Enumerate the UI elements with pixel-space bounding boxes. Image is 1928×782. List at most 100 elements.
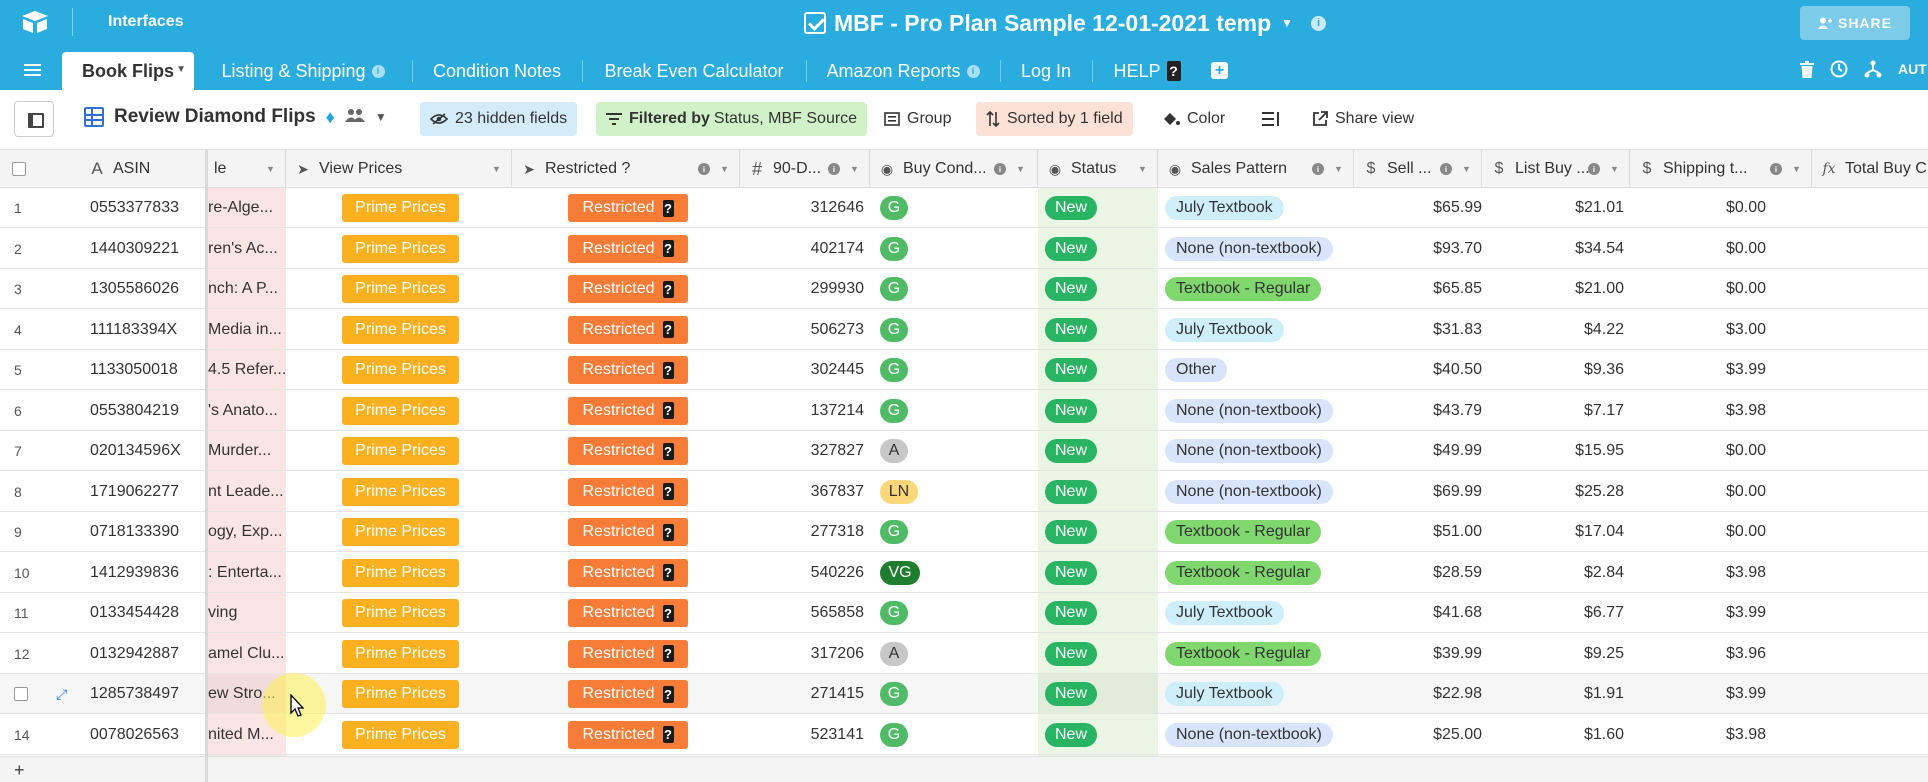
- sell-price-cell[interactable]: $43.79: [1433, 401, 1482, 419]
- title-cell[interactable]: ren's Ac...: [208, 239, 278, 257]
- asin-cell[interactable]: 1305586026: [90, 280, 179, 297]
- title-cell[interactable]: nited M...: [208, 725, 274, 743]
- list-buy-cell[interactable]: $7.17: [1583, 401, 1624, 419]
- status-cell[interactable]: New: [1045, 472, 1098, 512]
- chevron-down-icon[interactable]: ▼: [850, 164, 859, 174]
- tab-condition-notes[interactable]: Condition Notes: [414, 52, 580, 90]
- status-cell[interactable]: New: [1045, 431, 1098, 471]
- sell-price-cell[interactable]: $93.70: [1433, 239, 1482, 257]
- color-button[interactable]: Color: [1152, 102, 1235, 136]
- table-row[interactable]: 10 1412939836: Enterta... Prime Prices Rest…: [0, 553, 1928, 593]
- share-view-button[interactable]: Share view: [1302, 102, 1424, 136]
- row-checkbox[interactable]: [14, 687, 28, 701]
- status-cell[interactable]: New: [1045, 674, 1098, 714]
- add-record-row[interactable]: +: [0, 756, 1928, 782]
- filter-button[interactable]: Filtered by Status, MBF Source: [596, 102, 868, 136]
- prime-prices-button[interactable]: Prime Prices: [342, 275, 459, 303]
- prime-prices-button[interactable]: Prime Prices: [342, 315, 459, 344]
- list-buy-cell[interactable]: $9.25: [1583, 644, 1624, 662]
- buy-condition-cell[interactable]: G: [880, 188, 908, 228]
- list-buy-cell[interactable]: $25.28: [1575, 482, 1624, 500]
- restricted-button[interactable]: Restricted?: [568, 680, 688, 708]
- sales-pattern-cell[interactable]: July Textbook: [1165, 310, 1284, 350]
- column-header-90-day[interactable]: # 90-D... i ▼: [740, 150, 870, 188]
- chevron-down-icon[interactable]: ▼: [720, 164, 729, 174]
- asin-cell[interactable]: 0718133390: [90, 523, 179, 540]
- column-header-sales-pattern[interactable]: ◉ Sales Pattern i ▼: [1158, 150, 1354, 188]
- asin-cell[interactable]: 0132942887: [90, 644, 179, 662]
- restricted-button[interactable]: Restricted?: [568, 356, 688, 384]
- restricted-button[interactable]: Restricted?: [568, 437, 688, 465]
- status-cell[interactable]: New: [1045, 310, 1098, 350]
- asin-cell[interactable]: 111183394X: [90, 320, 178, 338]
- list-buy-cell[interactable]: $21.01: [1575, 199, 1624, 216]
- column-header-title[interactable]: le ▼: [206, 150, 286, 188]
- restricted-button[interactable]: Restricted?: [568, 558, 688, 587]
- prime-prices-button[interactable]: Prime Prices: [342, 518, 459, 546]
- sales-pattern-cell[interactable]: July Textbook: [1165, 674, 1284, 714]
- chevron-down-icon[interactable]: ▼: [1610, 164, 1619, 174]
- list-buy-cell[interactable]: $4.22: [1583, 320, 1624, 338]
- ninety-day-rank-cell[interactable]: 327827: [810, 442, 864, 459]
- restricted-button[interactable]: Restricted?: [568, 275, 688, 303]
- sell-price-cell[interactable]: $69.99: [1433, 482, 1482, 500]
- ninety-day-rank-cell[interactable]: 540226: [810, 563, 864, 581]
- add-record-icon[interactable]: +: [14, 760, 25, 780]
- table-row[interactable]: 9 0718133390 ogy, Exp... Prime Prices Restri…: [0, 512, 1928, 552]
- base-title[interactable]: MBF - Pro Plan Sample 12-01-2021 temp ▼ …: [804, 9, 1327, 37]
- column-header-total-buy[interactable]: fx Total Buy C: [1812, 150, 1928, 188]
- list-buy-cell[interactable]: $21.00: [1575, 280, 1624, 297]
- column-header-sell[interactable]: $ Sell ... i ▼: [1354, 150, 1482, 188]
- sales-pattern-cell[interactable]: Other: [1165, 350, 1228, 390]
- list-buy-cell[interactable]: $2.84: [1583, 563, 1624, 581]
- ninety-day-rank-cell[interactable]: 506273: [810, 320, 864, 338]
- table-row[interactable]: 6 0553804219 's Anato... Prime Prices Restri…: [0, 391, 1928, 431]
- shipping-cell[interactable]: $3.00: [1725, 320, 1766, 338]
- sales-pattern-cell[interactable]: Textbook - Regular: [1165, 512, 1322, 552]
- prime-prices-button[interactable]: Prime Prices: [342, 599, 459, 627]
- hidden-fields-button[interactable]: 23 hidden fields: [420, 102, 578, 136]
- ninety-day-rank-cell[interactable]: 271415: [810, 685, 864, 702]
- status-cell[interactable]: New: [1045, 553, 1098, 593]
- table-row[interactable]: 5 1133050018 4.5 Refer... Prime Prices Restr…: [0, 350, 1928, 390]
- title-cell[interactable]: : Enterta...: [208, 563, 282, 581]
- frozen-column-divider[interactable]: [205, 150, 208, 782]
- shipping-cell[interactable]: $3.98: [1725, 563, 1766, 581]
- asin-cell[interactable]: 020134596X: [90, 442, 181, 459]
- table-row[interactable]: 3 1305586026 nch: A P... Prime Prices Restri…: [0, 269, 1928, 309]
- title-cell[interactable]: 's Anato...: [208, 401, 278, 419]
- ninety-day-rank-cell[interactable]: 277318: [810, 523, 864, 540]
- shipping-cell[interactable]: $0.00: [1725, 523, 1766, 540]
- status-cell[interactable]: New: [1045, 391, 1098, 431]
- ninety-day-rank-cell[interactable]: 312646: [810, 199, 864, 216]
- sales-pattern-cell[interactable]: July Textbook: [1165, 593, 1284, 633]
- sales-pattern-cell[interactable]: None (non-textbook): [1165, 715, 1333, 755]
- asin-cell[interactable]: 0133454428: [90, 604, 179, 621]
- chevron-down-icon[interactable]: ▼: [374, 110, 387, 124]
- title-cell[interactable]: 4.5 Refer...: [208, 361, 286, 378]
- title-cell[interactable]: amel Clu...: [208, 644, 285, 662]
- table-row[interactable]: 1 0553377833 re-Alge... Prime Prices Restric…: [0, 188, 1928, 228]
- buy-condition-cell[interactable]: G: [880, 229, 908, 269]
- sell-price-cell[interactable]: $41.68: [1433, 604, 1482, 621]
- info-icon[interactable]: i: [1311, 15, 1327, 31]
- ninety-day-rank-cell[interactable]: 523141: [810, 725, 864, 743]
- restricted-button[interactable]: Restricted?: [568, 234, 688, 263]
- tab-help[interactable]: HELP ?: [1094, 52, 1200, 90]
- sell-price-cell[interactable]: $49.99: [1433, 442, 1482, 459]
- buy-condition-cell[interactable]: G: [880, 715, 908, 755]
- restricted-button[interactable]: Restricted?: [568, 396, 688, 425]
- restricted-button[interactable]: Restricted?: [568, 599, 688, 627]
- table-row[interactable]: 2 1440309221 ren's Ac... Prime Prices Restri…: [0, 229, 1928, 269]
- buy-condition-cell[interactable]: G: [880, 593, 908, 633]
- ninety-day-rank-cell[interactable]: 565858: [810, 604, 864, 621]
- row-height-button[interactable]: [1252, 102, 1290, 136]
- prime-prices-button[interactable]: Prime Prices: [342, 356, 459, 384]
- asin-cell[interactable]: 1285738497: [90, 685, 179, 702]
- app-logo-icon[interactable]: [20, 10, 50, 34]
- title-cell[interactable]: nch: A P...: [208, 280, 278, 297]
- buy-condition-cell[interactable]: LN: [880, 472, 918, 512]
- chevron-down-icon[interactable]: ▼: [1792, 164, 1801, 174]
- restricted-button[interactable]: Restricted?: [568, 720, 688, 749]
- chevron-down-icon[interactable]: ▼: [1334, 164, 1343, 174]
